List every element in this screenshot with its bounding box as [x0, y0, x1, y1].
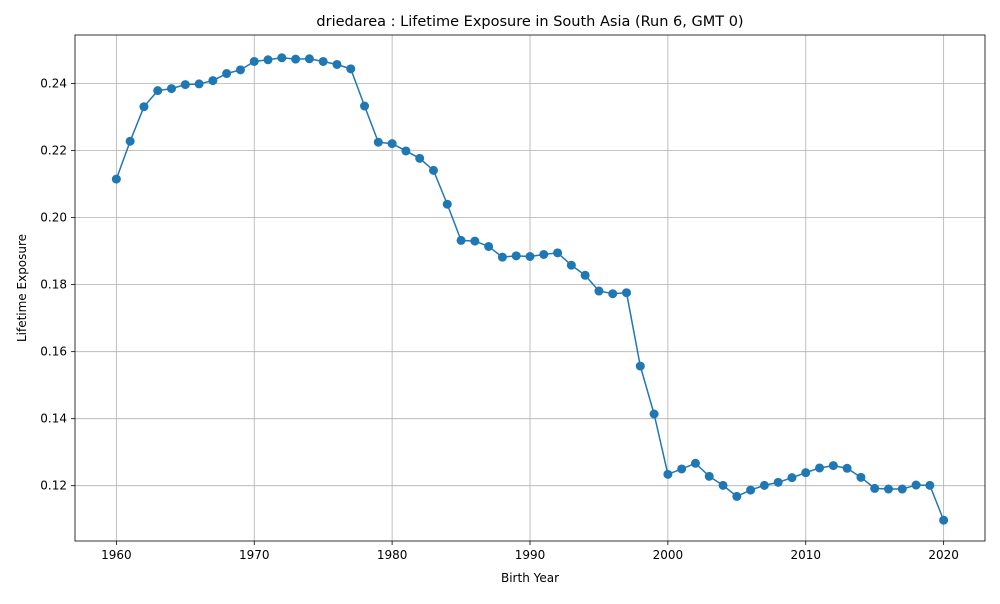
data-point	[704, 471, 714, 481]
data-point	[497, 252, 507, 262]
data-point	[318, 56, 328, 66]
data-point	[925, 480, 935, 490]
data-point	[870, 483, 880, 493]
x-tick-label: 1970	[239, 548, 270, 562]
data-point	[787, 473, 797, 483]
data-point	[456, 235, 466, 245]
x-tick-label: 2000	[653, 548, 684, 562]
data-point	[553, 248, 563, 258]
data-point	[125, 136, 135, 146]
data-point	[690, 458, 700, 468]
y-axis-label: Lifetime Exposure	[15, 234, 29, 342]
data-point	[332, 59, 342, 69]
data-point	[663, 469, 673, 479]
data-point	[677, 464, 687, 474]
data-point	[525, 252, 535, 262]
data-point	[167, 84, 177, 94]
data-point	[235, 65, 245, 75]
data-point	[263, 55, 273, 65]
data-point	[387, 139, 397, 149]
data-point	[484, 241, 494, 251]
y-tick-label: 0.14	[40, 412, 67, 426]
data-point	[718, 480, 728, 490]
y-tick-label: 0.20	[40, 211, 67, 225]
data-point	[801, 468, 811, 478]
data-point	[649, 409, 659, 419]
data-point	[732, 491, 742, 501]
x-tick-label: 1980	[377, 548, 408, 562]
data-point	[346, 64, 356, 74]
x-tick-label: 1960	[101, 548, 132, 562]
y-tick-label: 0.12	[40, 479, 67, 493]
data-point	[373, 137, 383, 147]
y-axis-ticks: 0.12 0.14 0.16 0.18 0.20 0.22 0.24	[40, 77, 75, 493]
data-point	[139, 102, 149, 112]
chart-title: driedarea : Lifetime Exposure in South A…	[316, 14, 743, 30]
data-point	[828, 461, 838, 471]
data-point	[746, 485, 756, 495]
data-point	[856, 472, 866, 482]
data-point	[635, 361, 645, 371]
data-point	[360, 101, 370, 111]
data-point	[815, 463, 825, 473]
data-point	[291, 54, 301, 64]
data-point	[622, 288, 632, 298]
y-tick-label: 0.24	[40, 77, 67, 91]
data-point	[111, 174, 121, 184]
x-tick-label: 2020	[928, 548, 959, 562]
y-tick-label: 0.16	[40, 345, 67, 359]
data-point	[208, 76, 218, 86]
data-point	[594, 286, 604, 296]
data-point	[511, 251, 521, 261]
x-tick-label: 2010	[790, 548, 821, 562]
grid	[75, 35, 985, 541]
data-point	[415, 153, 425, 163]
data-point	[428, 165, 438, 175]
x-tick-label: 1990	[515, 548, 546, 562]
data-point	[153, 86, 163, 96]
data-point	[194, 79, 204, 89]
y-tick-label: 0.22	[40, 144, 67, 158]
data-point	[401, 146, 411, 156]
data-point	[842, 463, 852, 473]
data-point	[442, 199, 452, 209]
data-point	[249, 56, 259, 66]
data-point	[939, 515, 949, 525]
y-tick-label: 0.18	[40, 278, 67, 292]
data-point	[180, 80, 190, 90]
data-point	[759, 480, 769, 490]
data-point	[470, 236, 480, 246]
x-axis-label: Birth Year	[501, 571, 559, 585]
data-point	[580, 270, 590, 280]
data-point	[277, 53, 287, 63]
series-marker-layer	[111, 53, 949, 525]
data-point	[539, 249, 549, 259]
data-point	[911, 480, 921, 490]
data-point	[897, 484, 907, 494]
data-point	[773, 477, 783, 487]
data-point	[222, 69, 232, 79]
data-point	[304, 54, 314, 64]
data-point	[566, 260, 576, 270]
x-axis-ticks: 1960 1970 1980 1990 2000 2010 2020	[101, 541, 959, 562]
data-point	[883, 484, 893, 494]
data-point	[608, 289, 618, 299]
